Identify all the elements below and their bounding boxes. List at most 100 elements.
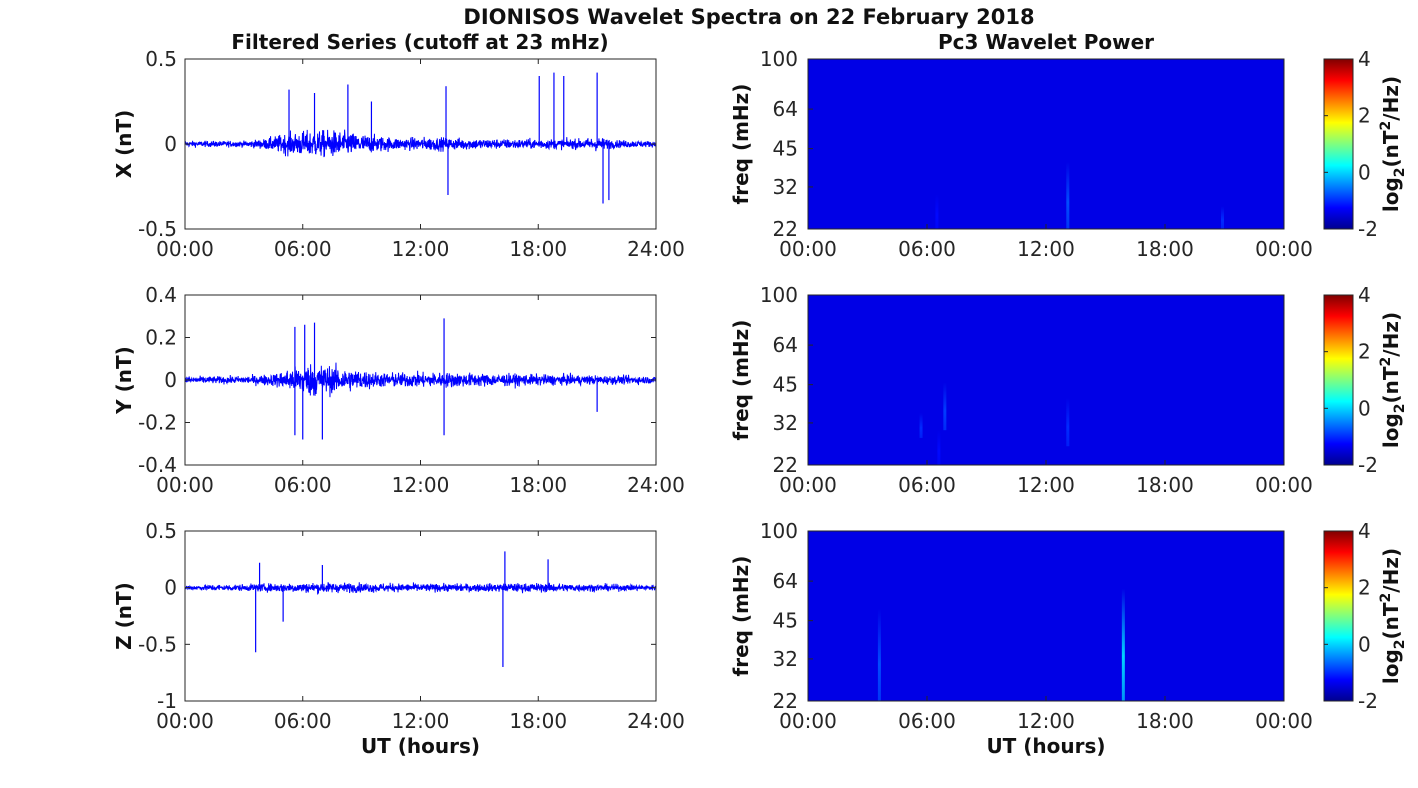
- colorbar-tick-label: -2: [1358, 217, 1378, 241]
- x-tick-label: 00:00: [156, 709, 214, 733]
- y-tick-label: 22: [773, 689, 798, 713]
- x-tick-label: 00:00: [779, 473, 837, 497]
- colorbar-tick-label: 0: [1358, 396, 1371, 420]
- colorbar-label: log2(nT2/Hz): [1378, 548, 1408, 684]
- wavelet-event: [877, 608, 881, 701]
- colorbar-label: log2(nT2/Hz): [1378, 312, 1408, 448]
- y-axis-label: Z (nT): [112, 582, 136, 650]
- x-tick-label: 18:00: [509, 237, 567, 261]
- y-tick-label: 100: [760, 519, 798, 543]
- y-tick-label: 64: [773, 97, 798, 121]
- colorbar-label-part: (nT: [1379, 130, 1403, 167]
- y-tick-label: 32: [773, 175, 798, 199]
- x-tick-label: 00:00: [156, 473, 214, 497]
- y-tick-label: -0.2: [138, 411, 177, 435]
- colorbar-gradient: [1323, 294, 1354, 466]
- colorbar-label-part: log: [1379, 649, 1403, 684]
- timeseries-panel-y: 00:00 06:00 12:00 18:00 24:00 -0.4 -0.2 0 0.2 0.4…: [112, 283, 685, 497]
- wavelet-event: [1215, 156, 1219, 195]
- y-axis-label: freq (mHz): [729, 556, 753, 677]
- colorbar-label-part: log: [1379, 177, 1403, 212]
- y-axis-label: freq (mHz): [729, 320, 753, 441]
- x-tick-label: 12:00: [392, 237, 450, 261]
- x-tick-label: 12:00: [1017, 237, 1075, 261]
- y-tick-label: 22: [773, 453, 798, 477]
- colorbar-label-part: log: [1379, 413, 1403, 448]
- x-axis-label: UT (hours): [361, 734, 480, 758]
- colorbar-tick-label: 0: [1358, 632, 1371, 656]
- y-tick-label: 0.2: [145, 326, 177, 350]
- y-tick-label: 32: [773, 647, 798, 671]
- y-tick-label: 0.4: [145, 283, 177, 307]
- colorbar-label-part: (nT: [1379, 366, 1403, 403]
- x-tick-label: 06:00: [274, 473, 332, 497]
- colorbar-tick-label: -2: [1358, 453, 1378, 477]
- heatmap-background: [808, 59, 1284, 229]
- colorbar-label-part: 2: [1392, 167, 1408, 177]
- y-tick-label: 64: [773, 333, 798, 357]
- wavelet-panel-y: 00:00 06:00 12:00 18:00 00:0022324564100freq…: [729, 283, 1313, 497]
- colorbar-tick-label: 2: [1358, 104, 1371, 128]
- wavelet-event: [943, 382, 947, 431]
- x-tick-label: 00:00: [156, 237, 214, 261]
- x-tick-label: 18:00: [509, 473, 567, 497]
- y-tick-label: 32: [773, 411, 798, 435]
- colorbar-tick-label: 4: [1358, 47, 1371, 71]
- colorbar-tick-label: 0: [1358, 160, 1371, 184]
- x-tick-label: 24:00: [627, 473, 685, 497]
- x-tick-label: 00:00: [779, 237, 837, 261]
- y-tick-label: -0.5: [138, 632, 177, 656]
- y-tick-label: 0.5: [145, 47, 177, 71]
- plot-area: [185, 531, 656, 701]
- y-tick-label: 45: [773, 609, 798, 633]
- colorbar-label-part: 2: [1392, 639, 1408, 649]
- colorbar-tick-label: 2: [1358, 340, 1371, 364]
- wavelet-panel-x: 00:00 06:00 12:00 18:00 00:0022324564100freq…: [729, 47, 1313, 261]
- timeseries-panel-x: 00:00 06:00 12:00 18:00 24:00 -0.5 0 0.5 X (nT): [112, 47, 685, 261]
- y-tick-label: -0.4: [138, 453, 177, 477]
- wavelet-event: [919, 412, 923, 438]
- colorbar-label-part: 2: [1378, 121, 1394, 131]
- x-tick-label: 18:00: [1136, 709, 1194, 733]
- colorbar-label-part: /Hz): [1379, 76, 1403, 121]
- y-tick-label: -0.5: [138, 217, 177, 241]
- heatmap-background: [808, 295, 1284, 465]
- timeseries-panel-z: 00:00 06:00 12:00 18:00 24:00 -1 -0.5 0 0.5 Z (nT…: [112, 519, 685, 758]
- x-tick-label: 24:00: [627, 237, 685, 261]
- x-tick-label: 00:00: [1255, 237, 1313, 261]
- y-tick-label: 0: [164, 132, 177, 156]
- colorbar-tick-label: 2: [1358, 576, 1371, 600]
- x-tick-label: 18:00: [509, 709, 567, 733]
- colorbar-label-part: 2: [1392, 403, 1408, 413]
- colorbar-label-part: /Hz): [1379, 312, 1403, 357]
- x-tick-label: 24:00: [627, 709, 685, 733]
- x-tick-label: 06:00: [898, 237, 956, 261]
- series-trace: [184, 362, 657, 398]
- wavelet-event: [1221, 206, 1225, 229]
- x-tick-label: 12:00: [1017, 709, 1075, 733]
- wavelet-panel-z: 00:00 06:00 12:00 18:00 00:0022324564100freq…: [729, 519, 1313, 758]
- x-axis-label: UT (hours): [986, 734, 1105, 758]
- y-tick-label: 64: [773, 569, 798, 593]
- colorbar-tick-label: 4: [1358, 283, 1371, 307]
- x-tick-label: 00:00: [779, 709, 837, 733]
- y-axis-label: freq (mHz): [729, 84, 753, 205]
- wavelet-event: [1066, 397, 1070, 447]
- heatmap-background: [808, 531, 1284, 701]
- colorbar-gradient: [1323, 530, 1354, 702]
- x-tick-label: 06:00: [898, 473, 956, 497]
- colorbar-tick-label: 4: [1358, 519, 1371, 543]
- y-axis-label: Y (nT): [112, 346, 136, 415]
- wavelet-event: [1066, 161, 1070, 229]
- wavelet-event: [937, 430, 941, 465]
- wavelet-event: [1121, 588, 1125, 701]
- y-tick-label: 0.5: [145, 519, 177, 543]
- y-tick-label: -1: [157, 689, 177, 713]
- colorbar-label: log2(nT2/Hz): [1378, 76, 1408, 212]
- colorbar-gradient: [1323, 58, 1354, 230]
- colorbar-label-part: 2: [1378, 357, 1394, 367]
- left-column-title: Filtered Series (cutoff at 23 mHz): [231, 30, 608, 54]
- x-tick-label: 18:00: [1136, 473, 1194, 497]
